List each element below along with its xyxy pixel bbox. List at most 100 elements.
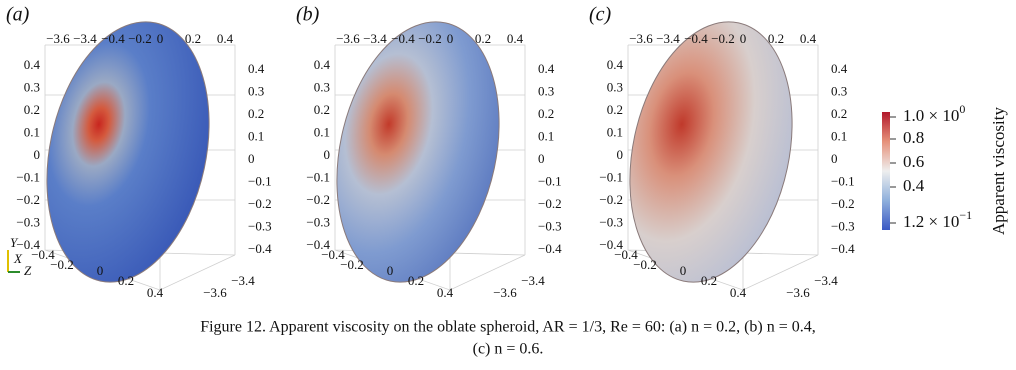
label-mantissa: 0.6 [903,152,924,171]
right-tick-label: 0.2 [248,106,264,121]
figure: (a)−3.6−3.4−0.4−0.200.20.40.40.30.20.10−… [0,0,1016,370]
left-tick-label: −0.3 [599,214,623,229]
bottom-tick-label: 0.4 [147,285,164,300]
right-tick-label: 0 [831,151,838,166]
label-mantissa: 1.2 × 10 [903,212,959,231]
left-tick-label: 0.3 [607,79,623,94]
bottom-tick-label: 0.2 [701,273,717,288]
right-tick-label: 0.2 [831,106,847,121]
panel: (c)−3.6−3.4−0.4−0.200.20.40.40.30.20.10−… [589,4,855,300]
right-tick-label: −0.2 [538,196,562,211]
bottom-tick-label: 0.4 [437,285,454,300]
bottom-tick-label: −0.2 [340,257,364,272]
right-tick-label: 0 [538,151,545,166]
right-tick-label: −0.1 [248,173,272,188]
left-tick-label: 0.2 [314,102,330,117]
left-tick-label: 0.3 [24,79,40,94]
colorbar-label: 0.6 [903,152,924,171]
left-tick-label: −0.2 [599,192,623,207]
axis-label: X [13,251,23,266]
label-exponent: 0 [959,102,965,116]
left-tick-label: 0.3 [314,79,330,94]
left-tick-label: 0 [34,147,41,162]
label-mantissa: 0.8 [903,128,924,147]
colorbar-label: 0.8 [903,128,924,147]
top-tick-label: −3.6 [336,31,360,46]
left-tick-label: 0.1 [314,124,330,139]
bottom-tick-label: 0.2 [408,273,424,288]
top-tick-label: −0.4 [391,31,415,46]
top-tick-label: 0.4 [217,31,234,46]
right-tick-label: 0.3 [831,83,847,98]
top-tick-label: −3.4 [656,31,680,46]
right-tick-label: −0.4 [538,241,562,256]
top-tick-label: 0.2 [768,31,784,46]
left-tick-label: 0.4 [607,57,624,72]
colorbar-label: 1.2 × 10−1 [903,208,972,231]
top-tick-label: −3.4 [73,31,97,46]
left-tick-label: −0.1 [306,169,330,184]
top-tick-label: 0.2 [475,31,491,46]
left-tick-label: 0.2 [24,102,40,117]
right-tick-label: −0.1 [831,173,855,188]
top-tick-label: −0.2 [128,31,152,46]
panel-label: (a) [6,4,30,26]
bottom-tick-label: 0 [387,263,394,278]
side-tick-label: −3.4 [521,273,545,288]
caption: (c) n = 0.6. [473,341,544,358]
right-tick-label: −0.3 [248,218,272,233]
left-tick-label: −0.3 [306,214,330,229]
label-mantissa: 1.0 × 10 [903,106,959,125]
left-tick-label: 0.1 [24,124,40,139]
top-tick-label: −0.4 [101,31,125,46]
right-tick-label: 0.4 [538,61,555,76]
panel: (a)−3.6−3.4−0.4−0.200.20.40.40.30.20.10−… [6,4,272,300]
top-tick-label: 0.4 [507,31,524,46]
colorbar-label: 0.4 [903,176,925,195]
left-tick-label: −0.2 [306,192,330,207]
right-tick-label: 0.4 [248,61,265,76]
bottom-tick-label: 0 [680,263,687,278]
side-tick-label: −3.6 [203,285,227,300]
side-tick-label: −3.6 [493,285,517,300]
right-tick-label: 0.1 [248,128,264,143]
top-tick-label: −0.2 [418,31,442,46]
right-tick-label: 0.3 [538,83,554,98]
top-tick-label: −3.4 [363,31,387,46]
caption: Figure 12. Apparent viscosity on the obl… [200,319,816,336]
panels: (a)−3.6−3.4−0.4−0.200.20.40.40.30.20.10−… [6,4,855,300]
left-tick-label: −0.1 [599,169,623,184]
top-tick-label: −0.2 [711,31,735,46]
right-tick-label: 0.3 [248,83,264,98]
right-tick-label: −0.3 [538,218,562,233]
top-tick-label: 0.2 [185,31,201,46]
right-tick-label: 0.1 [538,128,554,143]
right-tick-label: −0.4 [831,241,855,256]
colorbar: Apparent viscosity 1.0 × 1000.80.60.41.2… [882,102,1008,235]
right-tick-label: −0.1 [538,173,562,188]
colorbar-scale [882,112,890,230]
left-tick-label: −0.3 [16,214,40,229]
side-tick-label: −3.4 [814,273,838,288]
left-tick-label: 0 [617,147,624,162]
bottom-tick-label: −0.2 [633,257,657,272]
left-tick-label: 0.1 [607,124,623,139]
right-tick-label: 0.4 [831,61,848,76]
bottom-tick-label: 0.2 [118,273,134,288]
right-tick-label: 0.1 [831,128,847,143]
colorbar-label: 1.0 × 100 [903,102,965,125]
right-tick-label: 0.2 [538,106,554,121]
panel-label: (c) [589,4,612,26]
right-tick-label: 0 [248,151,255,166]
right-tick-label: −0.3 [831,218,855,233]
left-tick-label: −0.1 [16,169,40,184]
bottom-tick-label: −0.2 [50,257,74,272]
panel-label: (b) [296,4,320,26]
left-tick-label: 0.4 [314,57,331,72]
label-exponent: −1 [959,208,972,222]
right-tick-label: −0.2 [831,196,855,211]
side-tick-label: −3.4 [231,273,255,288]
axis-label: Z [24,263,32,278]
label-mantissa: 0.4 [903,176,925,195]
